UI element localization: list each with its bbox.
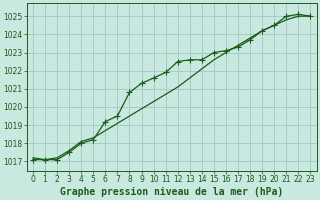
X-axis label: Graphe pression niveau de la mer (hPa): Graphe pression niveau de la mer (hPa) [60, 186, 283, 197]
